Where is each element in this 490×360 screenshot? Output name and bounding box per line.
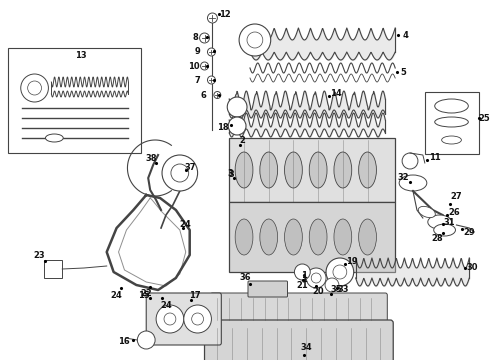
Text: 29: 29 [464, 228, 475, 237]
Text: 1: 1 [301, 270, 307, 279]
Bar [45, 260, 62, 278]
Text: 37: 37 [185, 162, 196, 171]
Circle shape [228, 117, 246, 135]
Circle shape [294, 264, 310, 280]
Text: 32: 32 [397, 172, 409, 181]
Text: 20: 20 [312, 287, 324, 296]
Text: 25: 25 [478, 113, 490, 122]
Circle shape [311, 273, 321, 283]
Text: 21: 21 [296, 280, 308, 289]
Circle shape [164, 313, 176, 325]
Text: 33: 33 [337, 285, 348, 294]
Circle shape [162, 155, 197, 191]
Circle shape [207, 48, 216, 56]
Circle shape [171, 164, 189, 182]
Text: 18: 18 [218, 122, 229, 131]
Circle shape [200, 62, 208, 70]
Text: 36: 36 [239, 274, 251, 283]
Text: 10: 10 [188, 62, 199, 71]
Ellipse shape [418, 206, 435, 217]
Text: 38: 38 [146, 153, 157, 162]
Circle shape [21, 74, 49, 102]
Circle shape [184, 305, 211, 333]
FancyBboxPatch shape [229, 202, 395, 272]
Circle shape [247, 32, 263, 48]
Circle shape [214, 91, 221, 99]
Ellipse shape [260, 152, 278, 188]
Ellipse shape [399, 175, 427, 191]
Circle shape [402, 153, 418, 169]
Ellipse shape [285, 219, 302, 255]
Text: 2: 2 [239, 135, 245, 144]
Circle shape [207, 13, 218, 23]
Circle shape [227, 97, 247, 117]
Text: 1: 1 [301, 275, 307, 284]
Text: 19: 19 [346, 256, 358, 266]
Text: 15: 15 [138, 292, 150, 301]
Ellipse shape [334, 152, 352, 188]
Text: 16: 16 [118, 337, 129, 346]
Ellipse shape [46, 134, 63, 142]
Ellipse shape [309, 219, 327, 255]
Ellipse shape [359, 219, 376, 255]
Text: 31: 31 [444, 217, 455, 226]
Text: 7: 7 [195, 76, 200, 85]
Text: 6: 6 [200, 90, 206, 99]
Circle shape [192, 313, 203, 325]
Ellipse shape [285, 152, 302, 188]
Text: 24: 24 [111, 291, 122, 300]
Text: 5: 5 [400, 68, 406, 77]
Circle shape [325, 278, 339, 292]
Circle shape [239, 24, 270, 56]
FancyBboxPatch shape [210, 293, 387, 325]
Bar [8, 48, 141, 153]
Ellipse shape [441, 136, 462, 144]
Text: 24: 24 [180, 220, 192, 229]
FancyBboxPatch shape [229, 138, 395, 202]
Ellipse shape [309, 152, 327, 188]
FancyBboxPatch shape [204, 320, 393, 360]
Text: 30: 30 [466, 262, 478, 271]
Text: 9: 9 [195, 46, 200, 55]
Text: 11: 11 [429, 153, 441, 162]
Text: 4: 4 [402, 31, 408, 40]
FancyBboxPatch shape [248, 281, 288, 297]
Circle shape [156, 305, 184, 333]
Circle shape [137, 331, 155, 349]
Circle shape [326, 258, 354, 286]
Text: 35: 35 [330, 284, 342, 293]
Text: 22: 22 [140, 288, 152, 297]
Text: 34: 34 [300, 343, 312, 352]
Circle shape [333, 265, 347, 279]
Text: 3: 3 [227, 168, 233, 177]
Text: 17: 17 [189, 292, 200, 301]
Circle shape [27, 81, 42, 95]
Text: 23: 23 [34, 251, 46, 260]
Ellipse shape [428, 215, 451, 229]
Text: 8: 8 [193, 32, 198, 41]
Text: 14: 14 [330, 89, 342, 98]
Ellipse shape [434, 224, 456, 236]
Ellipse shape [260, 219, 278, 255]
Text: 28: 28 [431, 234, 442, 243]
FancyBboxPatch shape [146, 293, 221, 345]
Ellipse shape [334, 219, 352, 255]
Circle shape [306, 268, 326, 288]
Text: 13: 13 [75, 50, 87, 59]
Ellipse shape [235, 219, 253, 255]
Ellipse shape [435, 117, 468, 127]
Bar [425, 92, 479, 154]
Ellipse shape [235, 152, 253, 188]
Text: 3: 3 [228, 170, 234, 179]
Ellipse shape [359, 152, 376, 188]
Text: 26: 26 [449, 207, 461, 216]
Text: 27: 27 [451, 192, 462, 201]
Text: 12: 12 [220, 9, 231, 18]
Text: 24: 24 [160, 301, 172, 310]
Circle shape [207, 76, 216, 84]
Ellipse shape [435, 99, 468, 113]
Circle shape [199, 33, 209, 43]
